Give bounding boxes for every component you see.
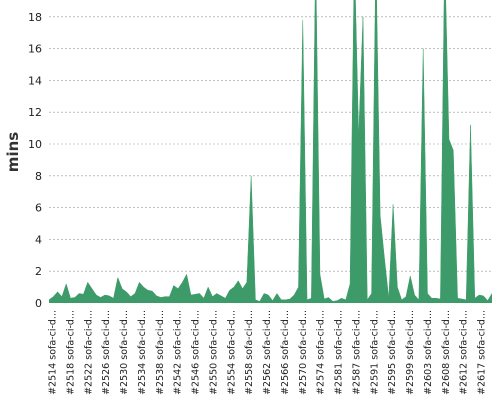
x-tick-label: #2608 sofa-ci-d... (441, 310, 452, 395)
y-tick-label: 14 (28, 74, 42, 87)
x-tick-label: #2534 sofa-ci-d... (137, 310, 148, 395)
x-tick-label: #2554 sofa-ci-d... (226, 310, 237, 395)
x-tick-label: #2522 sofa-ci-d... (83, 310, 94, 395)
axes: 0 2 4 6 8 10 12 14 16 18 #2514 sofa-ci-d... #2518 s… (28, 11, 488, 395)
x-tick-label: #2581 sofa-ci-d... (334, 310, 345, 395)
y-axis-label: mins (4, 132, 22, 172)
x-tick-label: #2518 sofa-ci-d... (65, 310, 76, 395)
x-tick-label: #2599 sofa-ci-d... (405, 310, 416, 395)
x-tick-label: #2562 sofa-ci-d... (262, 310, 273, 395)
y-tick-label: 8 (35, 170, 42, 183)
x-tick-label: #2550 sofa-ci-d... (208, 310, 219, 395)
y-tick-label: 18 (28, 11, 42, 24)
y-tick-label: 0 (35, 297, 42, 310)
x-tick-label: #2591 sofa-ci-d... (369, 310, 380, 395)
y-tick-label: 6 (35, 202, 42, 215)
series-area (49, 0, 492, 303)
x-tick-label: #2526 sofa-ci-d... (101, 310, 112, 395)
y-tick-label: 16 (28, 43, 42, 56)
x-tick-label: #2546 sofa-ci-d... (191, 310, 202, 395)
x-tick-label: #2587 sofa-ci-d... (351, 310, 362, 395)
x-tick-label: #2530 sofa-ci-d... (119, 310, 130, 395)
x-tick-label: #2612 sofa-ci-d... (459, 310, 470, 395)
x-tick-label: #2617 sofa-ci-d... (477, 310, 488, 395)
x-tick-label: #2595 sofa-ci-d... (387, 310, 398, 395)
x-tick-label: #2538 sofa-ci-d... (155, 310, 166, 395)
plot-area (49, 0, 492, 303)
gridlines (49, 16, 492, 272)
x-tick-label: #2514 sofa-ci-d... (48, 310, 59, 395)
y-tick-label: 12 (28, 106, 42, 119)
x-tick-label: #2542 sofa-ci-d... (173, 310, 184, 395)
x-tick-label: #2570 sofa-ci-d... (298, 310, 309, 395)
x-tick-label: #2603 sofa-ci-d... (423, 310, 434, 395)
y-tick-label: 2 (35, 265, 42, 278)
x-tick-label: #2566 sofa-ci-d... (280, 310, 291, 395)
x-tick-label: #2574 sofa-ci-d... (316, 310, 327, 395)
y-tick-label: 10 (28, 138, 42, 151)
y-tick-label: 4 (35, 233, 42, 246)
x-tick-label: #2558 sofa-ci-d... (244, 310, 255, 395)
